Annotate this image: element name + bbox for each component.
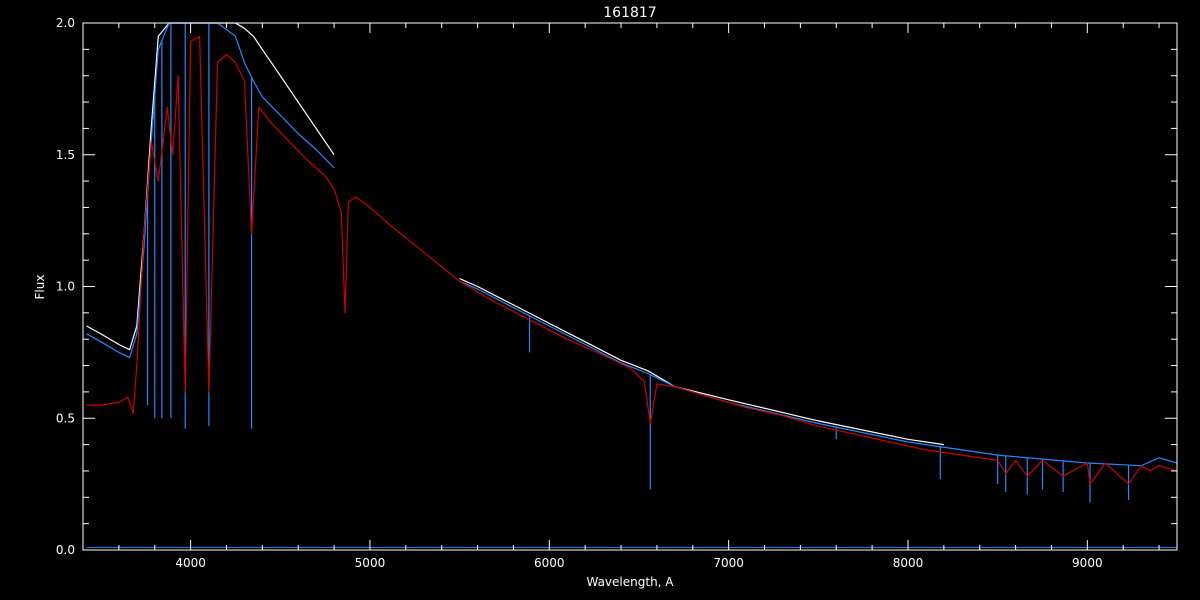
x-tick-label: 5000 — [355, 556, 386, 570]
series-layer — [86, 22, 1178, 548]
x-axis-label: Wavelength, A — [586, 575, 674, 589]
chart-title: 161817 — [603, 5, 656, 21]
x-tick-label: 4000 — [175, 556, 206, 570]
x-tick-label: 8000 — [893, 556, 924, 570]
series-2-segment-0 — [86, 35, 1178, 485]
x-tick-label: 9000 — [1072, 556, 1103, 570]
x-tick-label: 7000 — [713, 556, 744, 570]
y-tick-label: 1.0 — [56, 280, 75, 294]
y-tick-label: 0.0 — [56, 543, 75, 557]
y-tick-label: 2.0 — [56, 16, 75, 30]
x-tick-label: 6000 — [534, 556, 565, 570]
y-axis-label: Flux — [33, 275, 47, 300]
y-tick-label: 0.5 — [56, 411, 75, 425]
series-0-segment-1 — [459, 278, 944, 446]
ticks-layer: 4000 5000 6000 7000 8000 9000 0.0 0.5 1.0 1.5 2.0 — [56, 16, 1177, 570]
y-tick-label: 1.5 — [56, 148, 75, 162]
